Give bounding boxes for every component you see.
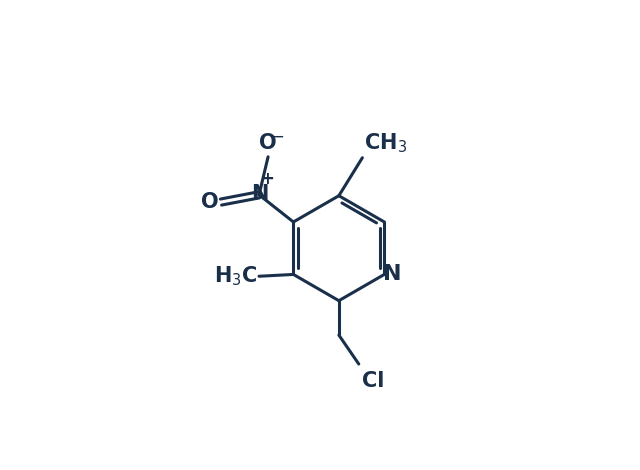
Text: O: O [200, 192, 218, 212]
Text: N: N [383, 265, 401, 284]
Text: Cl: Cl [362, 370, 385, 391]
Text: O: O [259, 133, 277, 153]
Text: −: − [270, 128, 284, 146]
Text: CH$_3$: CH$_3$ [364, 131, 407, 155]
Text: H$_3$C: H$_3$C [214, 265, 257, 288]
Text: +: + [260, 170, 274, 188]
Text: N: N [251, 184, 268, 204]
